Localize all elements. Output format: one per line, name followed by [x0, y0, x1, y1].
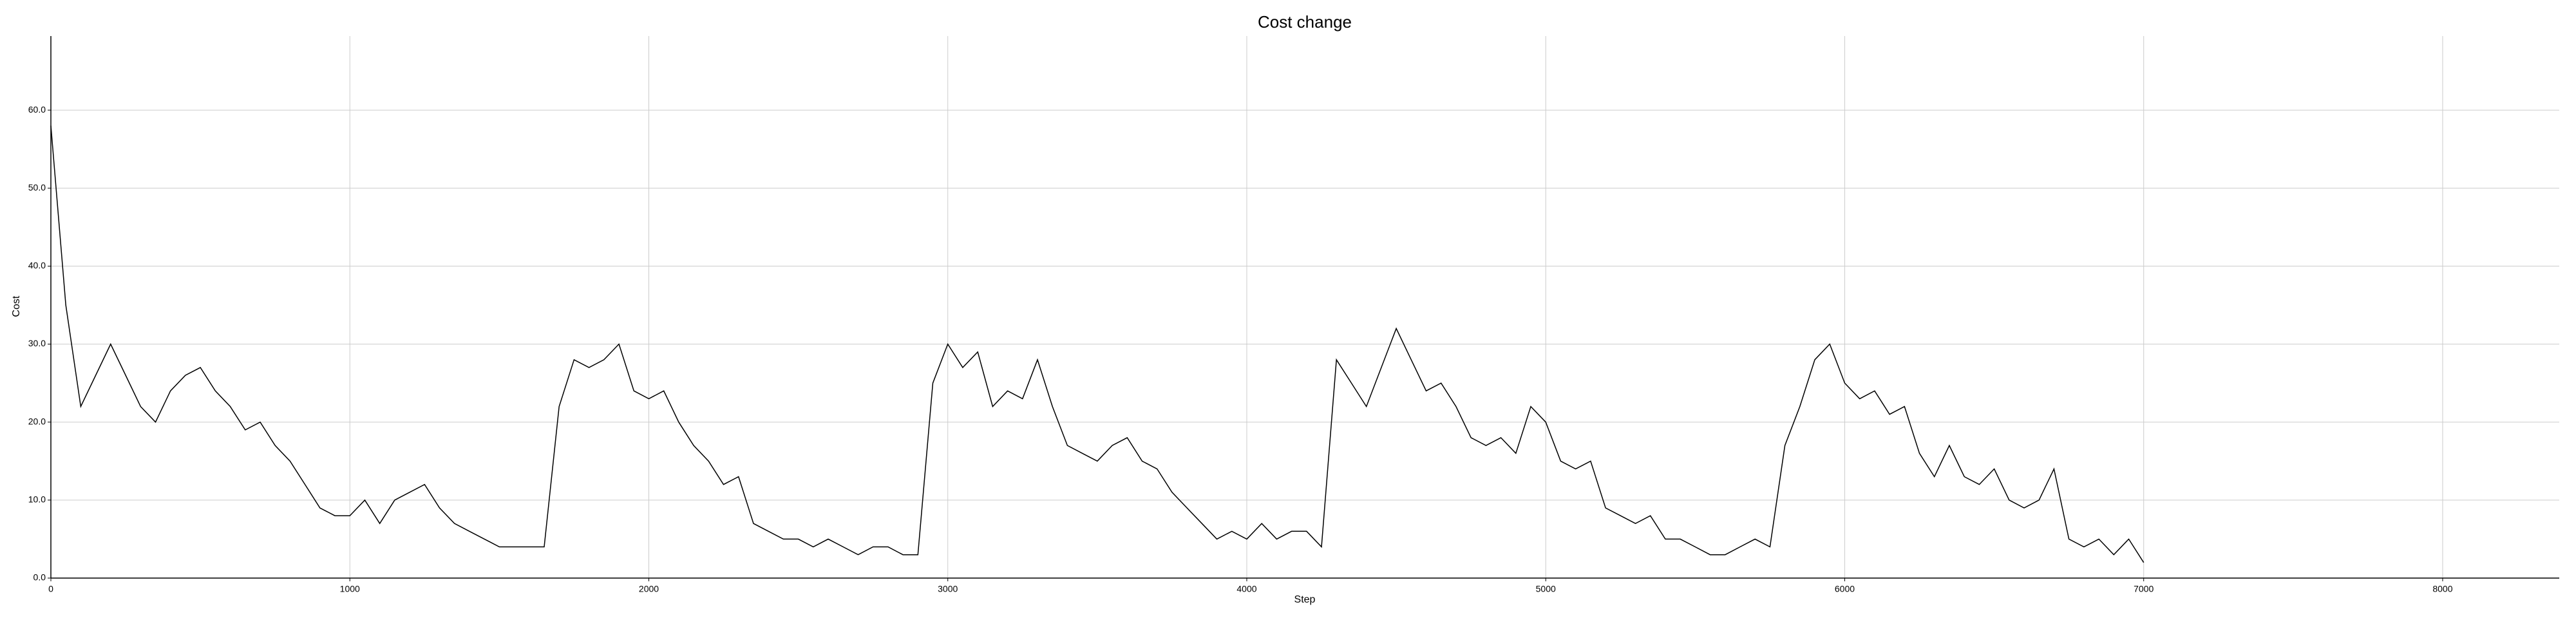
x-axis-label: Step: [1294, 594, 1316, 605]
y-tick-label: 20.0: [28, 416, 46, 426]
x-tick-label: 0: [48, 584, 53, 594]
y-axis-label: Cost: [11, 295, 22, 317]
x-tick-label: 2000: [639, 584, 659, 594]
y-tick-label: 60.0: [28, 104, 46, 115]
y-tick-label: 50.0: [28, 182, 46, 192]
x-tick-label: 5000: [1536, 584, 1556, 594]
x-tick-label: 6000: [1835, 584, 1855, 594]
x-tick-label: 1000: [340, 584, 360, 594]
y-tick-label: 30.0: [28, 338, 46, 348]
y-tick-label: 10.0: [28, 494, 46, 505]
chart-title: Cost change: [1258, 12, 1352, 32]
x-tick-label: 3000: [938, 584, 958, 594]
x-tick-label: 4000: [1236, 584, 1256, 594]
x-tick-label: 8000: [2432, 584, 2452, 594]
y-tick-label: 40.0: [28, 260, 46, 270]
data-line: [50, 126, 2145, 563]
x-tick-label: 7000: [2134, 584, 2154, 594]
y-tick-label: 0.0: [33, 572, 46, 583]
